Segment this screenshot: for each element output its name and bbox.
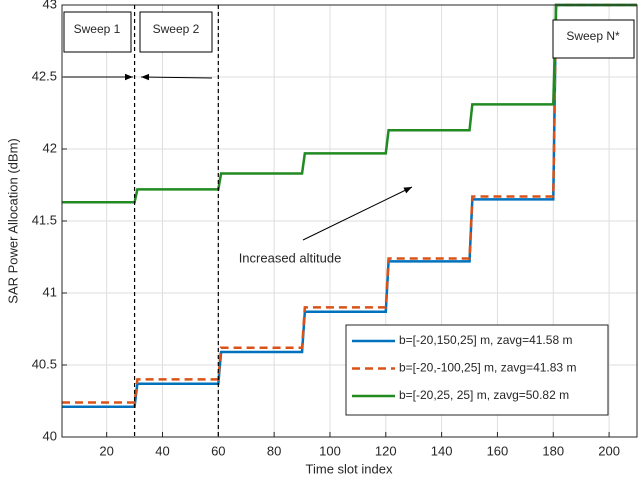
x-tick-label: 100 bbox=[319, 443, 341, 458]
arrow bbox=[302, 186, 413, 241]
legend: b=[-20,150,25] m, zavg=41.58 m b=[-20,-10… bbox=[345, 324, 609, 416]
y-tick-label: 41 bbox=[43, 284, 57, 299]
series-line bbox=[62, 3, 637, 404]
x-tick-label: 140 bbox=[431, 443, 453, 458]
y-axis-label: SAR Power Allocation (dBm) bbox=[5, 138, 20, 303]
y-tick-label: 42.5 bbox=[32, 68, 57, 83]
annotation-box bbox=[552, 19, 635, 59]
y-tick-label: 40.5 bbox=[32, 356, 57, 371]
x-tick-label: 20 bbox=[99, 443, 113, 458]
x-tick-label: 60 bbox=[211, 443, 225, 458]
annotation: Increased altitude bbox=[239, 250, 342, 265]
plot bbox=[62, 3, 637, 409]
x-tick-label: 120 bbox=[375, 443, 397, 458]
legend-label: b=[-20,-100,25] m, zavg=41.83 m bbox=[399, 361, 576, 375]
annotation-box bbox=[63, 11, 132, 53]
x-tick-label: 180 bbox=[542, 443, 564, 458]
y-tick-label: 41.5 bbox=[32, 212, 57, 227]
legend-label: b=[-20,150,25] m, zavg=41.58 m bbox=[399, 333, 572, 347]
x-axis-label: Time slot index bbox=[306, 461, 393, 476]
legend-label: b=[-20,25, 25] m, zavg=50.82 m bbox=[399, 388, 569, 402]
y-tick-label: 42 bbox=[43, 140, 57, 155]
annotation: Sweep 1 bbox=[74, 22, 121, 36]
axes-box bbox=[61, 4, 638, 438]
annotation-box bbox=[139, 11, 213, 53]
arrow bbox=[140, 73, 213, 81]
series-line bbox=[62, 3, 637, 204]
x-tick-label: 200 bbox=[598, 443, 620, 458]
x-tick-label: 40 bbox=[155, 443, 169, 458]
annotation: Sweep N* bbox=[566, 29, 620, 43]
y-tick-label: 40 bbox=[43, 428, 57, 443]
y-tick-label: 43 bbox=[43, 0, 57, 11]
x-tick-label: 80 bbox=[267, 443, 281, 458]
x-tick-label: 160 bbox=[487, 443, 509, 458]
series-line bbox=[62, 3, 637, 409]
annotation: Sweep 2 bbox=[153, 22, 200, 36]
